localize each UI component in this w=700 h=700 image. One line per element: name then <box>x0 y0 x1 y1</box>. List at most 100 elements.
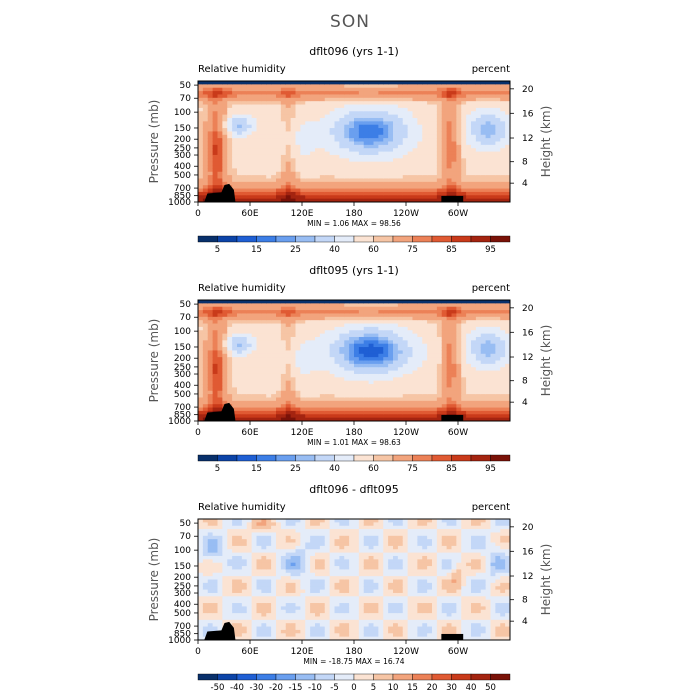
heatmap-cell <box>441 124 448 129</box>
heatmap-cell <box>251 94 258 99</box>
heatmap-cell <box>358 131 365 136</box>
heatmap-cell <box>232 161 238 166</box>
heatmap-cell <box>397 198 404 202</box>
heatmap-cell <box>344 390 350 395</box>
heatmap-cell <box>397 397 404 402</box>
y-right-tick-label: 16 <box>522 109 534 119</box>
heatmap-cell <box>349 333 355 338</box>
heatmap-cell <box>300 336 306 341</box>
heatmap-cell <box>490 185 496 190</box>
heatmap-cell <box>271 128 277 133</box>
heatmap-cell <box>505 104 510 109</box>
heatmap-cell <box>436 417 443 421</box>
heatmap-cell <box>212 320 219 325</box>
heatmap-cell <box>251 114 258 119</box>
heatmap-cell <box>246 367 253 372</box>
heatmap-cell <box>495 154 501 159</box>
heatmap-cell <box>310 188 316 193</box>
heatmap-cell <box>471 97 477 102</box>
heatmap-cell <box>256 154 262 159</box>
heatmap-cell <box>500 181 506 186</box>
heatmap-cell <box>295 121 301 126</box>
heatmap-cell <box>256 367 262 372</box>
heatmap-cell <box>334 407 340 412</box>
heatmap-cell <box>358 326 365 331</box>
heatmap-cell <box>271 384 277 388</box>
heatmap-cell <box>383 188 389 193</box>
heatmap-cell <box>500 370 506 375</box>
heatmap-cell <box>422 323 428 328</box>
heatmap-cell <box>261 320 267 325</box>
heatmap-cell <box>271 333 277 338</box>
heatmap-cell <box>393 320 399 325</box>
heatmap-cell <box>490 357 496 362</box>
heatmap-cell <box>295 380 301 385</box>
heatmap-cell <box>397 310 404 315</box>
heatmap-cell <box>378 111 384 116</box>
heatmap-cell <box>485 350 492 355</box>
heatmap-cell <box>505 330 510 335</box>
heatmap-cell <box>280 121 287 126</box>
heatmap-cell <box>315 330 321 335</box>
heatmap-cell <box>305 414 311 419</box>
heatmap-cell <box>232 404 238 409</box>
heatmap-cell <box>505 390 510 395</box>
heatmap-cell <box>285 357 292 362</box>
heatmap-cell <box>315 87 321 92</box>
heatmap-cell <box>290 138 297 143</box>
heatmap-cell <box>495 390 501 395</box>
heatmap-cell <box>319 138 326 143</box>
heatmap-cell <box>324 306 331 311</box>
heatmap-cell <box>285 330 292 335</box>
heatmap-cell <box>227 370 233 375</box>
heatmap-cell <box>310 158 316 163</box>
heatmap-cell <box>202 572 209 577</box>
heatmap-cell <box>241 330 248 335</box>
heatmap-cell <box>500 168 506 173</box>
heatmap-cell <box>295 141 301 146</box>
heatmap-cell <box>495 350 501 355</box>
heatmap-cell <box>378 195 384 200</box>
heatmap-cell <box>227 323 233 328</box>
heatmap-cell <box>276 360 282 365</box>
heatmap-cell <box>485 111 492 116</box>
heatmap-cell <box>227 171 233 176</box>
heatmap-cell <box>407 394 414 399</box>
heatmap-cell <box>285 353 292 358</box>
heatmap-cell <box>412 387 418 392</box>
heatmap-cell <box>456 357 462 362</box>
heatmap-cell <box>471 141 477 146</box>
heatmap-cell <box>256 357 262 362</box>
heatmap-cell <box>295 195 301 200</box>
heatmap-cell <box>202 522 209 527</box>
heatmap-cell <box>427 380 433 385</box>
heatmap-cell <box>212 542 219 547</box>
heatmap-cell <box>212 97 219 102</box>
heatmap-cell <box>202 148 209 153</box>
heatmap-cell <box>222 310 228 315</box>
heatmap-cell <box>471 407 477 412</box>
heatmap-cell <box>402 384 409 388</box>
heatmap-cell <box>285 94 292 99</box>
heatmap-cell <box>256 128 262 133</box>
heatmap-cell <box>339 161 345 166</box>
heatmap-cell <box>344 181 350 186</box>
heatmap-cell <box>368 94 375 99</box>
heatmap-cell <box>505 310 510 315</box>
heatmap-cell <box>373 188 379 193</box>
heatmap-cell <box>315 410 321 415</box>
heatmap-cell <box>324 141 331 146</box>
heatmap-cell <box>324 353 331 358</box>
heatmap-cell <box>324 387 331 392</box>
heatmap-cell <box>500 114 506 119</box>
heatmap-cell <box>466 333 472 338</box>
heatmap-cell <box>412 87 418 92</box>
heatmap-cell <box>290 191 297 196</box>
heatmap-cell <box>407 347 414 352</box>
heatmap-cell <box>276 326 282 331</box>
heatmap-cell <box>207 360 214 365</box>
heatmap-cell <box>305 117 311 122</box>
heatmap-cell <box>319 188 326 193</box>
heatmap-cell <box>388 87 394 92</box>
heatmap-cell <box>349 114 355 119</box>
